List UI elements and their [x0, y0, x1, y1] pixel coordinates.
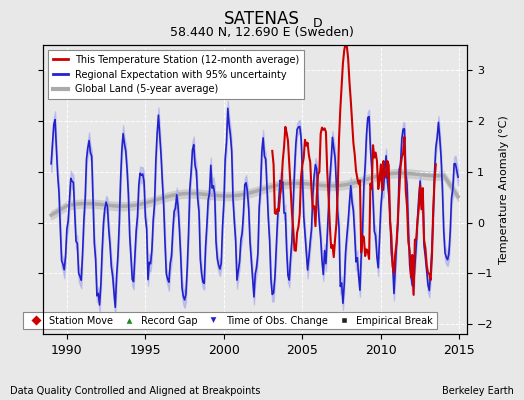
Text: Data Quality Controlled and Aligned at Breakpoints: Data Quality Controlled and Aligned at B…	[10, 386, 261, 396]
Text: D: D	[313, 17, 322, 30]
Text: SATENAS: SATENAS	[224, 10, 300, 28]
Legend: Station Move, Record Gap, Time of Obs. Change, Empirical Break: Station Move, Record Gap, Time of Obs. C…	[23, 312, 437, 330]
Text: 58.440 N, 12.690 E (Sweden): 58.440 N, 12.690 E (Sweden)	[170, 26, 354, 39]
Text: Berkeley Earth: Berkeley Earth	[442, 386, 514, 396]
Y-axis label: Temperature Anomaly (°C): Temperature Anomaly (°C)	[499, 115, 509, 264]
